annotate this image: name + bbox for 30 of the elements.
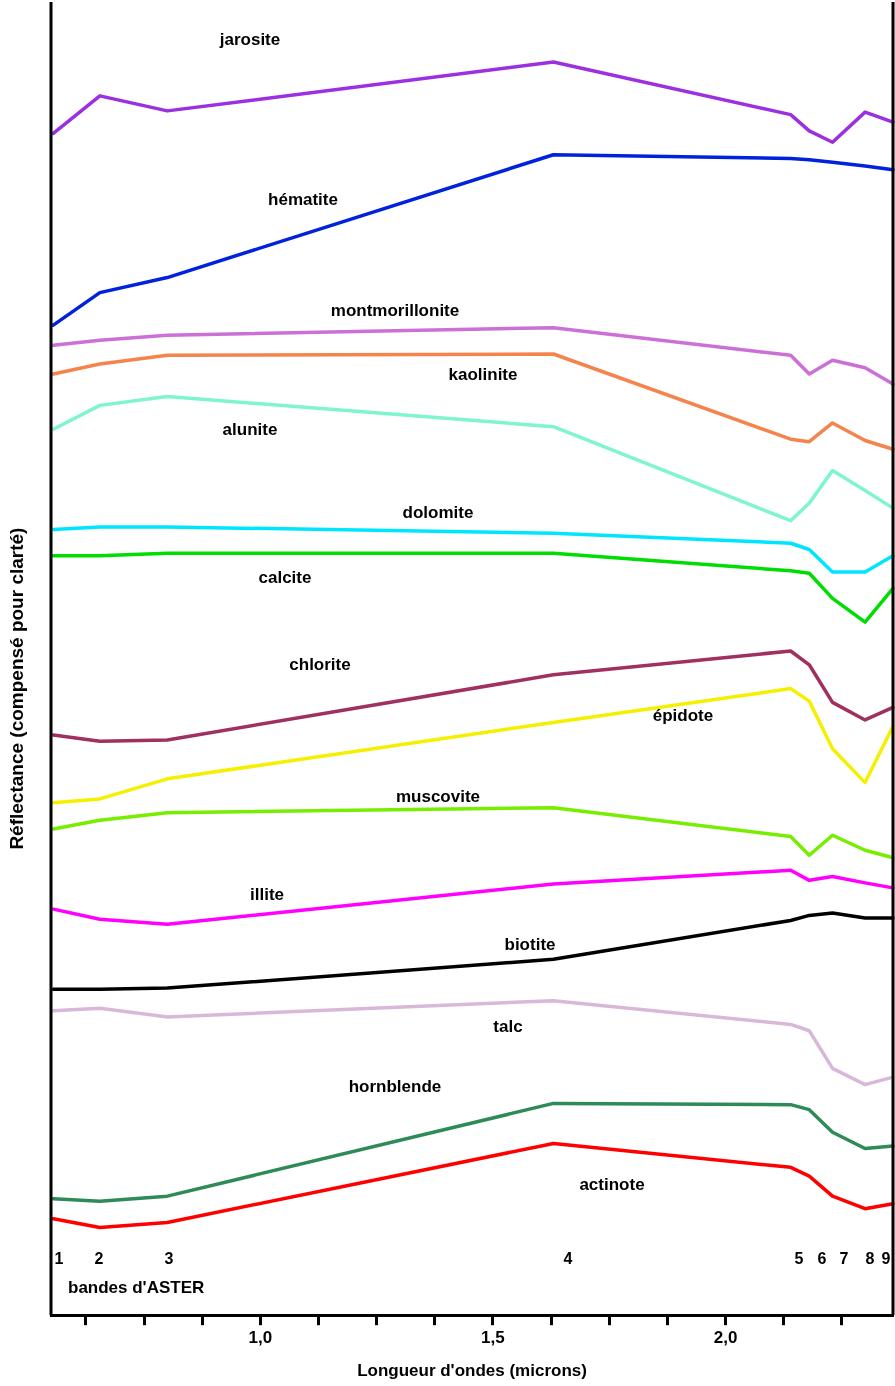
x-axis-title: Longueur d'ondes (microns) bbox=[357, 1361, 587, 1381]
series-label: talc bbox=[493, 1016, 523, 1036]
series-label: actinote bbox=[579, 1174, 645, 1194]
series-label: montmorillonite bbox=[330, 300, 460, 320]
text: jarosite bbox=[218, 29, 281, 49]
annotation: 5 bbox=[794, 1250, 804, 1268]
annotation: 7 bbox=[839, 1250, 849, 1268]
text: chlorite bbox=[289, 654, 351, 674]
series-label: muscovite bbox=[395, 786, 481, 806]
annotation: bandes d'ASTER bbox=[68, 1277, 205, 1297]
x-tick-label: 1,5 bbox=[481, 1328, 505, 1348]
annotation: 1 bbox=[54, 1250, 64, 1268]
series-label: dolomite bbox=[402, 502, 474, 522]
series-label: épidote bbox=[652, 705, 714, 725]
x-tick-label: 1,0 bbox=[248, 1328, 273, 1348]
x-tick-label: 2,0 bbox=[713, 1328, 738, 1348]
series-label: hornblende bbox=[348, 1076, 442, 1096]
annotation: 3 bbox=[164, 1250, 174, 1268]
annotation: 8 bbox=[865, 1250, 875, 1268]
annotation: 9 bbox=[881, 1250, 891, 1268]
y-axis-title: Réflectance (compensé pour clarté) bbox=[6, 527, 28, 850]
annotation: 2 bbox=[94, 1250, 104, 1268]
series-label: calcite bbox=[258, 567, 312, 587]
series-label: illite bbox=[249, 884, 285, 904]
annotation: 6 bbox=[817, 1250, 827, 1268]
series-label: kaolinite bbox=[448, 364, 518, 384]
annotation: 4 bbox=[563, 1250, 573, 1268]
series-label: biotite bbox=[504, 934, 556, 954]
series-label: hématite bbox=[268, 189, 338, 209]
series-label: alunite bbox=[222, 419, 278, 439]
